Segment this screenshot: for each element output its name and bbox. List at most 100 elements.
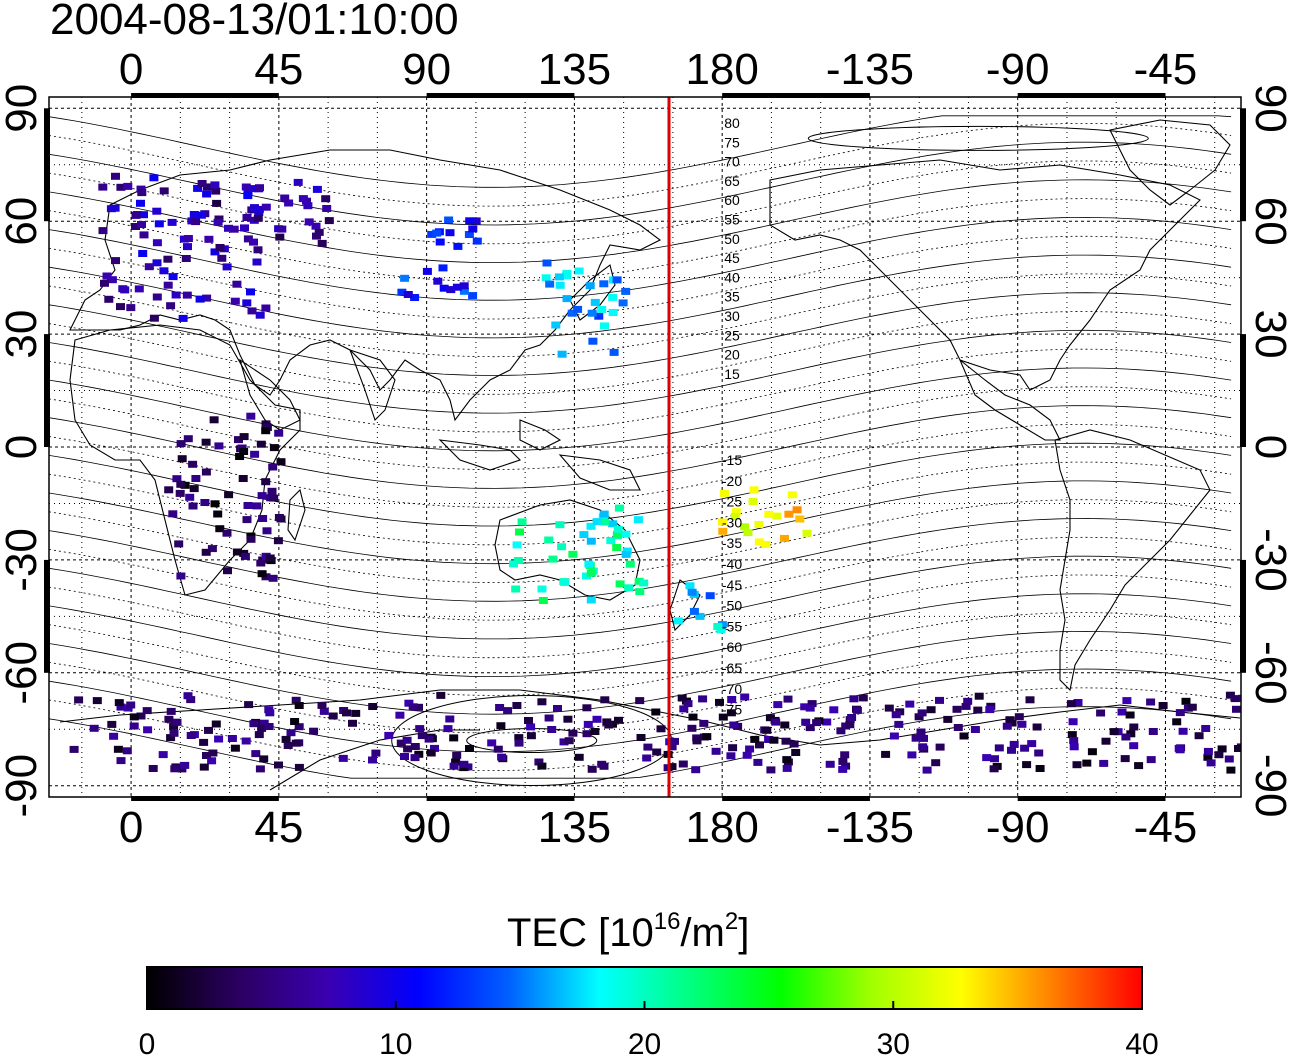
tec-cell [687, 724, 697, 732]
mlat-label: 25 [724, 327, 740, 343]
tec-cell [600, 696, 610, 704]
tec-cell [188, 502, 198, 510]
tec-cell [1125, 711, 1135, 719]
mlat-contour [49, 254, 1232, 339]
tec-cell [211, 720, 221, 728]
tec-cell [209, 416, 219, 424]
tec-cell [1009, 740, 1019, 748]
tec-cell [246, 535, 256, 543]
mlat-label: -45 [722, 577, 742, 593]
tec-cell [110, 204, 120, 212]
tec-cell [243, 187, 253, 195]
tec-cell [564, 737, 574, 745]
tec-cell [1121, 733, 1131, 741]
tec-cell [1268, 731, 1277, 738]
tec-cell [919, 734, 928, 742]
tec-cell [740, 523, 750, 531]
lon-tick-bottom: -90 [986, 803, 1050, 852]
tec-cell [294, 763, 304, 771]
tec-cell [618, 299, 628, 307]
tec-cell [961, 702, 971, 710]
tec-cell [298, 195, 308, 203]
tec-cell [1034, 749, 1044, 757]
tec-cell [410, 294, 420, 301]
tec-cell [472, 237, 482, 245]
tec-cell [683, 700, 693, 708]
tec-cell [1194, 732, 1204, 740]
tec-cell [446, 286, 456, 294]
tec-cell [840, 751, 850, 759]
tec-cell [229, 225, 239, 233]
tec-cell [143, 726, 153, 734]
tec-cell [471, 217, 481, 225]
tec-cell [586, 522, 596, 530]
tec-cell [643, 743, 653, 751]
tec-cell [224, 224, 233, 232]
tec-cell [109, 732, 119, 740]
tec-cell [438, 264, 448, 272]
tec-cell [414, 703, 423, 711]
mlat-contour [49, 593, 1232, 678]
colorbar-tick-labels: 0 10 20 30 40 [139, 1001, 1159, 1057]
tec-cell [495, 704, 505, 711]
tec-cell [795, 515, 805, 523]
tec-cell [800, 703, 810, 711]
tec-cell [750, 735, 760, 743]
tec-cell [562, 270, 572, 277]
tec-cell [243, 502, 253, 509]
mlat-label: -15 [722, 452, 742, 468]
tec-cell [188, 460, 198, 468]
tec-cell [371, 749, 381, 757]
mlat-label: 70 [724, 154, 740, 170]
tec-cell [765, 714, 775, 722]
frame-bar [131, 93, 279, 98]
tec-cell [89, 724, 99, 732]
mlat-contour [49, 461, 1232, 546]
tec-cell [557, 350, 567, 358]
tec-cell [449, 734, 459, 742]
tec-cell [1020, 744, 1030, 752]
tec-cell [468, 292, 478, 300]
tec-cell [152, 207, 162, 215]
tec-cell [195, 295, 205, 303]
lon-tick-top: 45 [254, 45, 303, 94]
tec-cell [149, 174, 159, 182]
tec-cell [568, 550, 578, 558]
tec-cell [443, 725, 453, 733]
tec-cell [439, 284, 449, 292]
mlat-contour [49, 574, 1232, 659]
tec-cell [526, 723, 536, 731]
tec-cell [542, 259, 552, 267]
tec-cell [170, 765, 180, 773]
lon-tick-bottom: 180 [685, 803, 758, 852]
tec-cell [255, 311, 265, 319]
tec-cell [201, 438, 211, 446]
tec-cell [1068, 718, 1078, 726]
tec-cell [594, 312, 604, 320]
frame-bar [426, 796, 575, 801]
tec-cell [98, 227, 108, 235]
tec-cell [761, 540, 771, 548]
tec-cell [1203, 747, 1213, 755]
tec-cell [176, 440, 186, 448]
tec-cell [953, 724, 963, 731]
tec-cell [210, 181, 220, 189]
tec-cell [1022, 761, 1032, 769]
tec-cell [107, 720, 117, 728]
tec-cell [465, 217, 475, 225]
tec-cell [351, 709, 361, 717]
tec-cell [435, 238, 445, 246]
tec-cell [633, 516, 643, 524]
tec-cell [257, 570, 267, 578]
tec-cell [148, 765, 158, 772]
tec-cell [667, 763, 677, 771]
tec-cell [592, 715, 602, 723]
tec-cell [625, 560, 635, 568]
tec-cell [907, 751, 917, 759]
tec-cell [621, 287, 631, 295]
tec-cell [685, 582, 695, 590]
tec-cell [1014, 713, 1024, 721]
tec-cell [917, 709, 927, 717]
tec-cell [291, 696, 301, 704]
tec-cell [397, 288, 407, 296]
